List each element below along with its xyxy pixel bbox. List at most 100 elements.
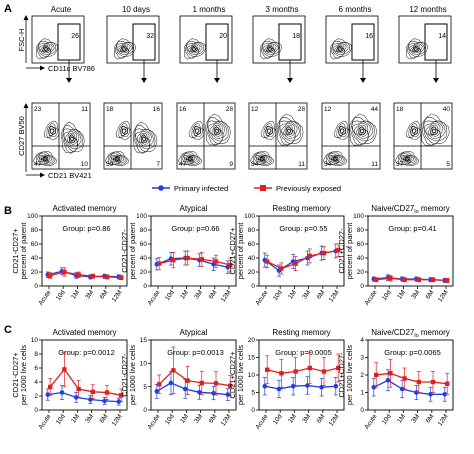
y-axis-label-line2: per 1000 live cells: [128, 345, 137, 405]
panel-a-letter: A: [4, 3, 12, 15]
contour-line: [121, 128, 127, 135]
series-primary-infected: [262, 376, 339, 399]
quadrant-y-axis-label: CD27 BV50: [17, 116, 26, 156]
x-tick-label: 10d: [272, 289, 284, 302]
y-tick-label: 60: [357, 241, 365, 248]
data-point-square: [416, 379, 421, 385]
y-tick-label: 0: [34, 407, 38, 414]
data-point-square: [119, 393, 124, 398]
series-primary-infected: [371, 369, 448, 402]
y-axis-label-line1: CD21+CD27-: [337, 228, 346, 274]
flow-contours: [330, 38, 352, 60]
y-tick-label: 20: [357, 269, 365, 276]
data-point-square: [171, 257, 176, 263]
chart-c-1: Atypical 0 5 10 15 CD21-CD27- per 1000 live ce…: [120, 328, 237, 431]
data-point-circle: [116, 399, 122, 404]
chart-frame: [150, 215, 237, 287]
data-point-square: [321, 369, 327, 374]
quadrant-lower-right: 9: [229, 161, 233, 168]
contour-line: [332, 157, 338, 161]
contour-line: [332, 43, 347, 55]
chart-frame: [150, 339, 237, 411]
chart-frame: [367, 215, 454, 287]
flow-y-axis-label: FSC-H: [17, 29, 26, 52]
y-tick-label: 10: [140, 361, 148, 368]
contour-line: [405, 120, 422, 140]
contour-line: [262, 43, 277, 55]
y-tick-label: 60: [248, 241, 256, 248]
contour-line: [120, 45, 128, 52]
data-point-circle: [45, 392, 51, 397]
y-tick-label: 2: [34, 393, 38, 400]
flow-timepoint-label: 3 months: [266, 5, 299, 14]
gate-box: [132, 23, 156, 61]
data-point-square: [185, 378, 190, 383]
contour-line: [120, 125, 129, 137]
x-tick-label: 12M: [328, 289, 341, 303]
data-point-square: [228, 383, 233, 388]
group-p-value: Group: p=0.0012: [58, 348, 115, 357]
contour-line: [193, 125, 202, 137]
contour-line: [261, 40, 280, 59]
x-tick-label: 12M: [220, 289, 233, 303]
y-tick-label: 10: [31, 337, 39, 344]
x-tick-label: 10d: [272, 413, 284, 426]
contour-line: [68, 134, 76, 143]
contour-line: [40, 156, 49, 162]
y-tick-label: 40: [248, 255, 256, 262]
data-point-square: [307, 253, 312, 259]
panel-a: A: [4, 3, 12, 15]
y-axis-label-line2: per 1000 live cells: [19, 345, 28, 405]
y-tick-label: 80: [248, 227, 256, 234]
contour-line: [122, 47, 127, 51]
y-tick-label: 2: [360, 372, 364, 379]
contour-line: [136, 131, 150, 147]
data-point-square: [104, 274, 110, 280]
data-point-square: [430, 379, 436, 385]
flow-timepoint-label: 12 months: [409, 5, 446, 14]
quadrant-contours: [104, 120, 158, 167]
series-previously-exposed: [374, 275, 450, 283]
panel-c: C: [4, 324, 12, 336]
chart-c-3: Naive/CD27lo memory 0 1 2 3 4 CD21+CD27- per 10…: [337, 328, 454, 431]
y-axis-label-line1: CD21-CD27-: [120, 353, 129, 397]
y-tick-label: 100: [27, 213, 38, 220]
quadrant-lower-right: 11: [298, 161, 305, 168]
y-axis-label-line1: CD21-CD27+: [11, 228, 20, 274]
contour-line: [285, 126, 294, 135]
data-point-square: [374, 372, 379, 378]
quadrant-upper-left: 16: [179, 106, 187, 113]
gate-box: [278, 23, 302, 61]
gate-box: [351, 23, 375, 61]
contour-line: [61, 121, 85, 153]
contour-line: [322, 151, 348, 167]
x-tick-label: 1M: [396, 413, 407, 424]
gate-arrow-head: [433, 78, 439, 83]
quadrant-lower-left: 47: [34, 161, 42, 168]
group-p-value: Group: p=0.0013: [167, 348, 224, 357]
quadrant-lower-right: 7: [156, 161, 160, 168]
flow-x-axis-arrow-head: [40, 65, 45, 71]
quadrant-upper-left: 18: [106, 106, 114, 113]
contour-line: [280, 123, 296, 139]
data-point-square: [157, 382, 162, 387]
x-tick-label: 6M: [425, 413, 436, 424]
series-line: [376, 372, 448, 385]
contour-line: [338, 47, 343, 51]
data-point-square: [321, 250, 327, 256]
gate-box: [57, 23, 81, 61]
data-point-square: [213, 381, 219, 386]
data-point-circle: [371, 384, 377, 390]
contour-line: [330, 38, 352, 60]
contour-line: [352, 121, 371, 142]
contour-line: [359, 128, 365, 134]
y-tick-label: 4: [34, 379, 38, 386]
contour-line: [268, 47, 273, 51]
contour-line: [39, 155, 51, 163]
series-line: [264, 384, 336, 390]
x-tick-label: Acute: [37, 289, 52, 307]
contour-line: [408, 122, 420, 138]
contour-line: [194, 128, 200, 135]
